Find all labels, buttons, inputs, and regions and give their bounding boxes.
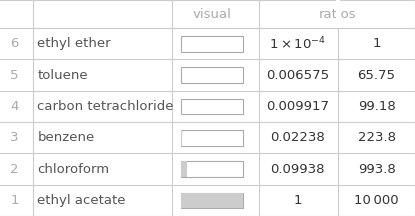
Text: chloroform: chloroform — [37, 162, 110, 176]
Text: 993.8: 993.8 — [358, 162, 395, 176]
Text: visual: visual — [192, 8, 231, 21]
Text: 10 000: 10 000 — [354, 194, 399, 207]
Text: 1: 1 — [372, 37, 381, 50]
Bar — [181, 161, 243, 177]
Bar — [181, 130, 182, 146]
Text: toluene: toluene — [37, 68, 88, 82]
Bar — [181, 67, 243, 83]
Text: 65.75: 65.75 — [358, 68, 395, 82]
Text: ratios: ratios — [318, 8, 356, 21]
Bar — [181, 161, 187, 177]
Text: $1\times10^{-4}$: $1\times10^{-4}$ — [269, 35, 326, 52]
Text: 0.02238: 0.02238 — [271, 131, 325, 144]
Bar — [181, 36, 243, 52]
Text: 2: 2 — [10, 162, 19, 176]
Text: ethyl acetate: ethyl acetate — [37, 194, 126, 207]
Text: 1: 1 — [10, 194, 19, 207]
Text: 0.09938: 0.09938 — [271, 162, 325, 176]
Text: 223.8: 223.8 — [358, 131, 395, 144]
Text: 5: 5 — [10, 68, 19, 82]
Text: 1: 1 — [293, 194, 302, 207]
Text: 3: 3 — [10, 131, 19, 144]
Text: carbon tetrachloride: carbon tetrachloride — [37, 100, 174, 113]
Bar — [181, 98, 243, 114]
Text: 4: 4 — [10, 100, 19, 113]
Text: 99.18: 99.18 — [358, 100, 395, 113]
Text: ethyl ether: ethyl ether — [37, 37, 111, 50]
Text: 6: 6 — [10, 37, 19, 50]
Text: 0.009917: 0.009917 — [266, 100, 329, 113]
Bar — [336, 0, 340, 28]
Text: 0.006575: 0.006575 — [266, 68, 330, 82]
Bar — [181, 130, 243, 146]
Text: benzene: benzene — [37, 131, 95, 144]
Bar — [181, 192, 243, 208]
Bar — [181, 192, 243, 208]
